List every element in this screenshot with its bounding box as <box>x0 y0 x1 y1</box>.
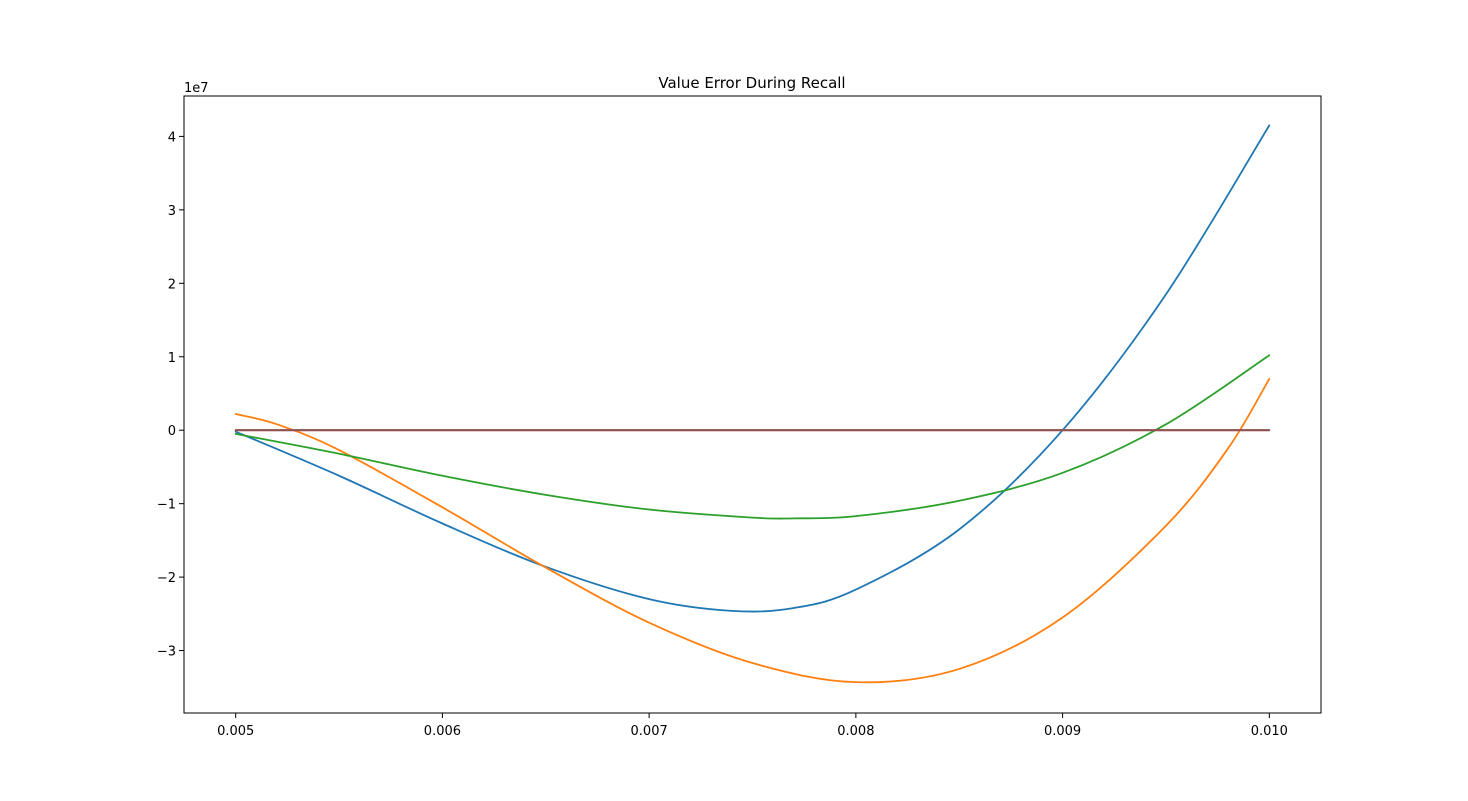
x-tick-label: 0.006 <box>424 724 461 739</box>
y-tick-label: −3 <box>157 645 176 660</box>
y-tick-label: −1 <box>157 498 176 513</box>
y-tick-label: 2 <box>168 277 176 292</box>
series-layer <box>234 124 1271 684</box>
y-tick-label: −2 <box>157 571 176 586</box>
axes-layer: 0.005 0.006 0.007 0.008 0.009 0.010 −3 −2 −1 0 1 2 3… <box>157 130 1288 739</box>
x-tick-label: 0.008 <box>837 724 874 739</box>
series-line-2 <box>234 377 1271 684</box>
y-tick-label: 3 <box>168 204 176 219</box>
y-tick-label: 1 <box>168 351 176 366</box>
x-tick-label: 0.010 <box>1251 724 1288 739</box>
y-tick-label: 0 <box>168 424 176 439</box>
y-tick-label: 4 <box>168 130 176 145</box>
series-line-1 <box>234 124 1271 613</box>
chart-title: Value Error During Recall <box>658 74 845 92</box>
x-tick-label: 0.009 <box>1044 724 1081 739</box>
x-tick-label: 0.005 <box>217 724 254 739</box>
plot-frame <box>183 95 1322 714</box>
x-tick-label: 0.007 <box>631 724 668 739</box>
series-line-3 <box>234 354 1271 520</box>
y-axis-offset-label: 1e7 <box>184 81 209 96</box>
